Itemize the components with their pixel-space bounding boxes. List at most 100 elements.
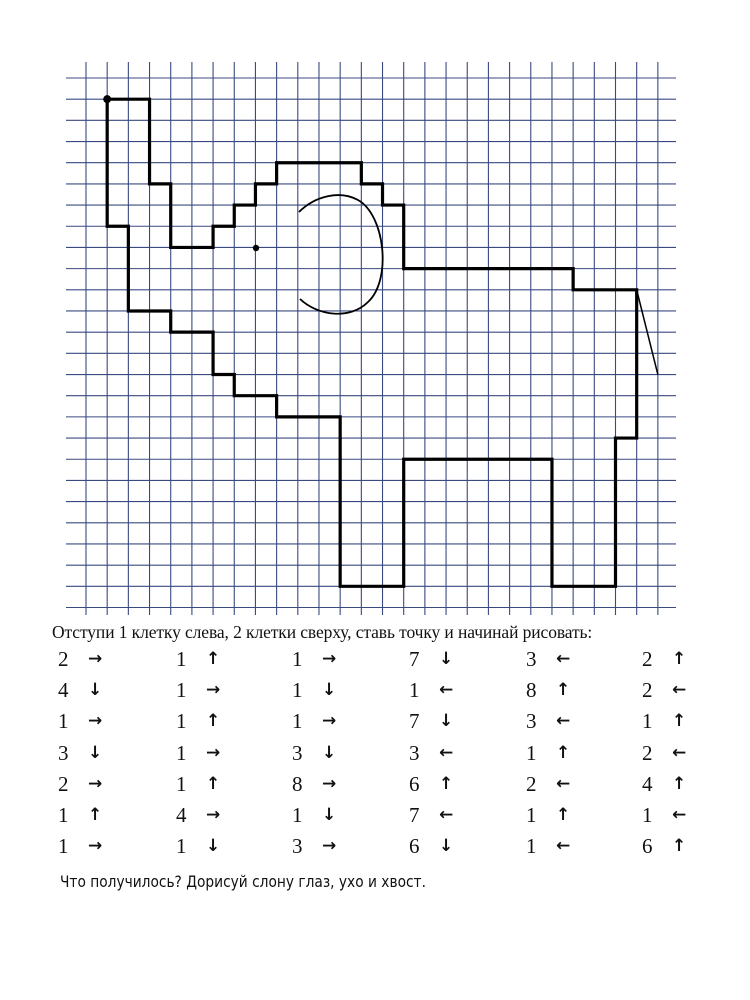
arrow-right-icon: →	[322, 711, 337, 731]
step-count: 3	[292, 740, 303, 765]
step-item: 2 →	[58, 646, 102, 672]
arrow-up-icon: ↑	[556, 805, 571, 825]
step-count: 1	[526, 833, 537, 858]
step-count: 6	[409, 833, 420, 858]
step-item: 8 ↑	[526, 677, 570, 703]
arrow-left-icon: ←	[556, 649, 571, 669]
arrow-up-icon: ↑	[672, 649, 687, 669]
arrow-left-icon: ←	[672, 680, 687, 700]
start-dot	[103, 95, 112, 104]
step-item: 3 ←	[409, 740, 453, 766]
step-count: 1	[176, 677, 187, 702]
arrow-up-icon: ↑	[439, 774, 454, 794]
step-item: 1 ↓	[176, 833, 220, 859]
step-item: 4 ↑	[642, 771, 686, 797]
step-count: 1	[58, 802, 69, 827]
step-item: 1 ↑	[176, 771, 220, 797]
arrow-right-icon: →	[206, 680, 221, 700]
step-count: 1	[176, 708, 187, 733]
arrow-up-icon: ↑	[672, 836, 687, 856]
step-count: 1	[176, 833, 187, 858]
step-item: 1 →	[176, 677, 220, 703]
step-count: 4	[642, 771, 653, 796]
arrow-left-icon: ←	[439, 743, 454, 763]
step-count: 7	[409, 646, 420, 671]
arrow-down-icon: ↓	[88, 743, 103, 763]
step-count: 3	[409, 740, 420, 765]
arrow-right-icon: →	[88, 649, 103, 669]
arrow-up-icon: ↑	[672, 774, 687, 794]
arrow-right-icon: →	[322, 836, 337, 856]
step-item: 1 ↓	[292, 802, 336, 828]
step-count: 3	[58, 740, 69, 765]
step-item: 4 →	[176, 802, 220, 828]
arrow-up-icon: ↑	[206, 774, 221, 794]
step-count: 1	[292, 708, 303, 733]
arrow-down-icon: ↓	[88, 680, 103, 700]
step-item: 1 ↑	[642, 708, 686, 734]
step-count: 1	[526, 802, 537, 827]
elephant-ear	[298, 194, 384, 315]
arrow-left-icon: ←	[439, 805, 454, 825]
step-count: 1	[176, 740, 187, 765]
step-count: 1	[409, 677, 420, 702]
step-item: 1 ↑	[58, 802, 102, 828]
step-item: 6 ↑	[642, 833, 686, 859]
arrow-left-icon: ←	[672, 743, 687, 763]
step-item: 3 ↓	[292, 740, 336, 766]
drawing-grid	[66, 62, 676, 615]
step-count: 3	[292, 833, 303, 858]
step-item: 1 →	[58, 708, 102, 734]
arrow-right-icon: →	[322, 774, 337, 794]
arrow-right-icon: →	[206, 805, 221, 825]
step-item: 3 ←	[526, 708, 570, 734]
elephant-outline	[105, 97, 639, 588]
step-item: 1 →	[292, 646, 336, 672]
step-count: 3	[526, 646, 537, 671]
arrow-down-icon: ↓	[322, 680, 337, 700]
step-count: 2	[642, 740, 653, 765]
instruction-text: Отступи 1 клетку слева, 2 клетки сверху,…	[52, 622, 593, 642]
step-item: 2 ↑	[642, 646, 686, 672]
arrow-up-icon: ↑	[88, 805, 103, 825]
step-item: 1 ↑	[176, 708, 220, 734]
step-count: 1	[526, 740, 537, 765]
arrow-left-icon: ←	[556, 774, 571, 794]
step-item: 6 ↑	[409, 771, 453, 797]
step-count: 7	[409, 708, 420, 733]
arrow-up-icon: ↑	[206, 711, 221, 731]
arrow-left-icon: ←	[556, 711, 571, 731]
step-item: 1 ↓	[292, 677, 336, 703]
arrow-up-icon: ↑	[556, 680, 571, 700]
arrow-left-icon: ←	[556, 836, 571, 856]
step-item: 2 ←	[642, 740, 686, 766]
elephant-eye	[252, 244, 260, 252]
step-count: 8	[526, 677, 537, 702]
step-item: 3 ←	[526, 646, 570, 672]
arrow-up-icon: ↑	[206, 649, 221, 669]
step-item: 2 →	[58, 771, 102, 797]
step-count: 1	[176, 646, 187, 671]
step-count: 3	[526, 708, 537, 733]
arrow-left-icon: ←	[672, 805, 687, 825]
step-count: 4	[176, 802, 187, 827]
step-count: 2	[58, 646, 69, 671]
step-item: 8 →	[292, 771, 336, 797]
step-count: 2	[526, 771, 537, 796]
step-item: 1 →	[176, 740, 220, 766]
step-count: 1	[292, 677, 303, 702]
step-count: 1	[58, 708, 69, 733]
arrow-down-icon: ↓	[322, 743, 337, 763]
step-count: 1	[642, 802, 653, 827]
step-item: 3 ↓	[58, 740, 102, 766]
step-count: 6	[642, 833, 653, 858]
step-item: 1 ↑	[526, 740, 570, 766]
step-item: 7 ←	[409, 802, 453, 828]
step-item: 4 ↓	[58, 677, 102, 703]
arrow-down-icon: ↓	[322, 805, 337, 825]
arrow-right-icon: →	[88, 774, 103, 794]
arrow-down-icon: ↓	[439, 836, 454, 856]
arrow-right-icon: →	[322, 649, 337, 669]
step-count: 8	[292, 771, 303, 796]
step-item: 1 ←	[642, 802, 686, 828]
